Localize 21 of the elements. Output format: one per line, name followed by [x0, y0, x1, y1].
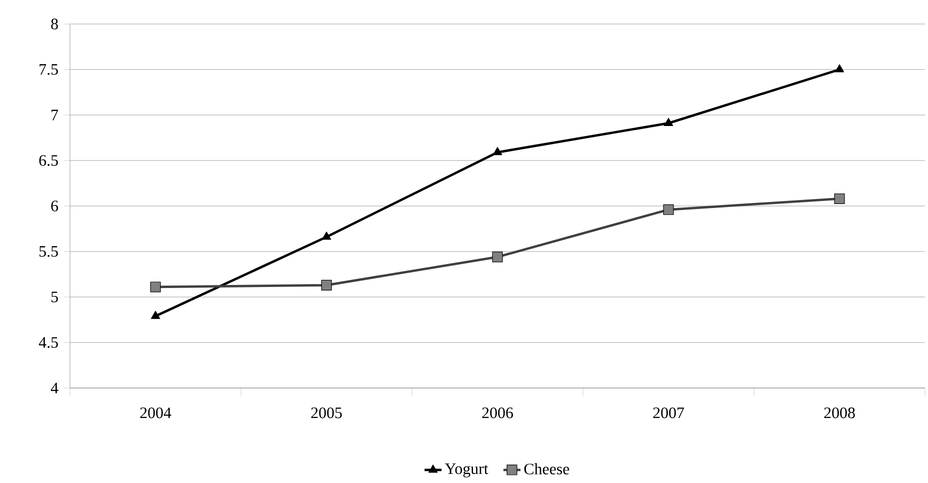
y-tick-label: 6.5 — [39, 155, 58, 166]
y-tick-label: 7 — [52, 110, 58, 120]
x-tick-label: 2008 — [824, 407, 855, 418]
x-tick-label: 2006 — [482, 407, 513, 418]
point — [492, 147, 502, 156]
x-tick-label: 2004 — [140, 407, 172, 418]
legend-label: Yogurt — [444, 463, 488, 478]
y-tick-label: 5 — [51, 292, 58, 302]
point — [664, 118, 674, 126]
y-tick-label: 7.5 — [40, 64, 58, 75]
y-tick-label: 6 — [51, 200, 58, 212]
x-tick-label: 2005 — [311, 407, 342, 418]
legend-label: Cheese — [524, 463, 570, 474]
y-tick-label: 4.5 — [38, 337, 58, 348]
x-tick-label: 2007 — [653, 407, 684, 418]
y-tick-label: 5.5 — [40, 246, 58, 257]
point — [150, 310, 160, 319]
y-tick-label: 4 — [50, 382, 58, 394]
point — [322, 232, 332, 240]
y-tick-label: 8 — [51, 18, 58, 30]
point — [834, 64, 844, 72]
